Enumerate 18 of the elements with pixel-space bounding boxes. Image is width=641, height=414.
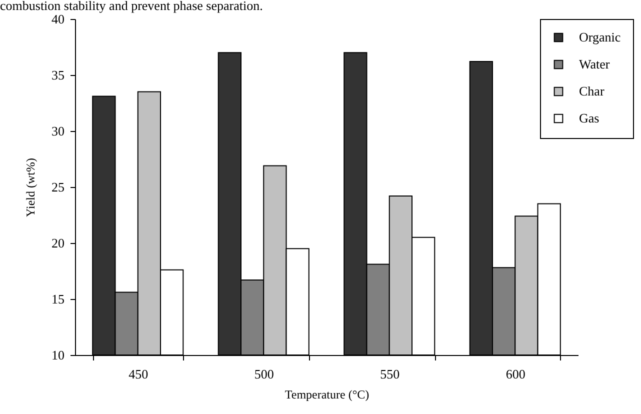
legend-label: Gas	[579, 110, 600, 126]
text: combustion stability and prevent phase separation.	[0, 0, 263, 13]
x-axis-title: Temperature (°C)	[284, 388, 370, 402]
y-tick-label: 20	[52, 236, 64, 250]
legend-label: Water	[579, 56, 610, 72]
y-axis-title: Yield (wt%)	[24, 158, 38, 217]
x-tick-label: 450	[128, 366, 148, 382]
y-tick-label: 30	[52, 124, 64, 138]
x-tick-label: 600	[506, 366, 526, 382]
y-tick-label: 15	[52, 292, 64, 306]
y-tick-label: 10	[52, 348, 64, 362]
y-tick-label: 40	[52, 12, 64, 26]
legend-label: Organic	[579, 30, 621, 44]
y-tick-label: 25	[52, 180, 64, 194]
x-tick-label: 550	[380, 366, 400, 382]
y-tick-label: 35	[52, 68, 64, 82]
legend-label: Char	[579, 84, 605, 98]
x-tick-label: 500	[254, 366, 274, 382]
